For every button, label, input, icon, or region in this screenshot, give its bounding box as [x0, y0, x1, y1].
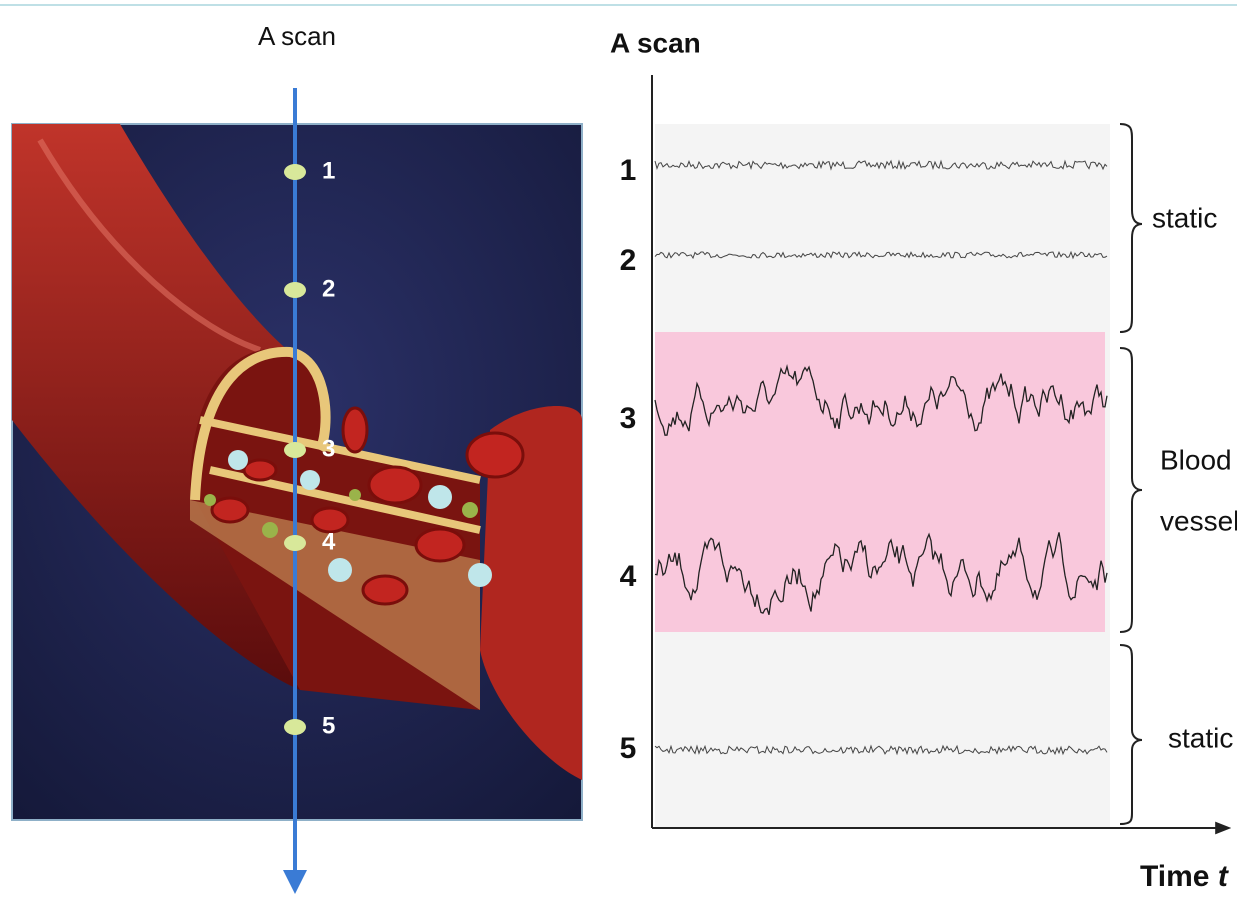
- bracket-label: Blood: [1160, 444, 1232, 475]
- signal-trace: [654, 744, 1108, 756]
- scan-point: [284, 719, 306, 735]
- row-label: 2: [620, 244, 637, 277]
- scan-point-label: 5: [322, 712, 335, 739]
- row-label: 4: [620, 560, 637, 593]
- scan-point-label: 4: [322, 528, 336, 555]
- bracket-label: vessel: [1160, 505, 1237, 536]
- signal-trace: [654, 364, 1108, 436]
- bracket-label: static: [1168, 722, 1233, 753]
- row-label: 1: [620, 154, 637, 187]
- row-label: 3: [620, 402, 637, 435]
- x-axis-variable: t: [1218, 860, 1230, 893]
- scan-point-label: 1: [322, 157, 335, 184]
- signal-trace: [654, 250, 1108, 260]
- x-axis-label-text: Time: [1140, 860, 1209, 893]
- vessel-region: [655, 332, 1105, 632]
- brackets: [1119, 123, 1143, 825]
- left-title: A scan: [258, 21, 336, 51]
- scan-point: [284, 535, 306, 551]
- scan-point: [284, 164, 306, 180]
- signal-trace: [654, 159, 1108, 171]
- scan-point-label: 3: [322, 435, 335, 462]
- scan-point: [284, 442, 306, 458]
- scan-point: [284, 282, 306, 298]
- row-label: 5: [620, 732, 637, 765]
- bracket-label: static: [1152, 202, 1217, 233]
- scan-point-label: 2: [322, 275, 335, 302]
- right-title: A scan: [610, 27, 701, 58]
- signal-trace: [654, 532, 1108, 615]
- x-axis-label: Time t: [1140, 860, 1230, 893]
